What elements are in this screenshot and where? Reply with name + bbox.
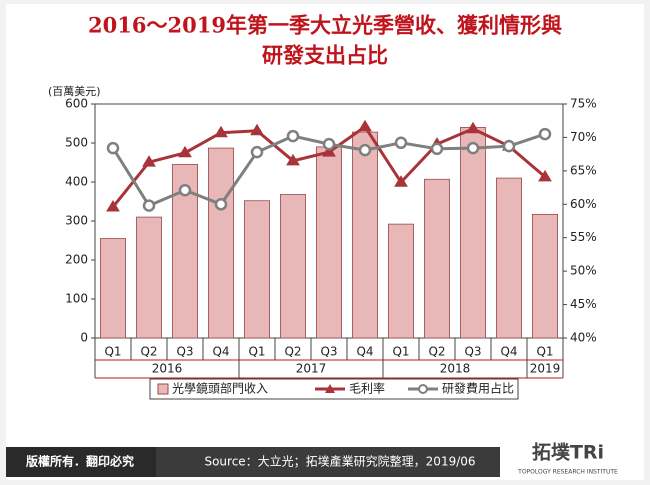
- bar: [532, 213, 559, 339]
- line-marker: [106, 141, 120, 155]
- line-marker: [106, 199, 120, 212]
- x-tick-label: Q1: [248, 345, 265, 359]
- line-marker: [250, 123, 264, 136]
- x-tick-label: Q3: [464, 345, 481, 359]
- bar: [279, 194, 306, 339]
- y-axis-label: (百萬美元): [48, 85, 101, 98]
- bar: [387, 223, 414, 339]
- y-tick-label: 400: [65, 175, 88, 189]
- bar: [135, 216, 162, 339]
- y2-tick-label: 50%: [570, 264, 597, 278]
- line-marker: [178, 183, 192, 197]
- legend-marker: [418, 384, 428, 394]
- line-marker: [214, 125, 228, 138]
- line-marker: [142, 155, 156, 167]
- x-tick-label: Q3: [176, 345, 193, 359]
- x-tick-label: Q2: [428, 345, 445, 359]
- footer-source: Source：大立光；拓墣產業研究院整理，2019/06: [204, 454, 475, 469]
- line-marker: [250, 145, 264, 159]
- logo: 拓墣TRi: [532, 441, 604, 464]
- y2-tick-label: 40%: [570, 331, 597, 345]
- x-tick-label: Q4: [500, 345, 517, 359]
- line-marker: [502, 139, 516, 153]
- logo-sub: TOPOLOGY RESEARCH INSTITUTE: [517, 469, 618, 476]
- bar: [495, 177, 522, 339]
- line-marker: [358, 143, 372, 157]
- line-marker: [430, 142, 444, 156]
- legend-label: 毛利率: [349, 381, 385, 396]
- year-label: 2016: [152, 362, 183, 376]
- bar: [351, 131, 378, 339]
- x-tick-label: Q2: [284, 345, 301, 359]
- y-tick-label: 500: [65, 136, 88, 150]
- line-marker: [466, 121, 480, 134]
- line-marker: [538, 169, 552, 182]
- y2-tick-label: 75%: [570, 97, 597, 111]
- line-marker: [358, 119, 372, 132]
- x-tick-label: Q3: [320, 345, 337, 359]
- footer-left: [6, 447, 156, 477]
- year-label: 2017: [296, 362, 327, 376]
- y2-tick-label: 45%: [570, 297, 597, 311]
- legend-label: 光學鏡頭部門收入: [172, 381, 268, 396]
- line-marker: [466, 141, 480, 155]
- bar: [315, 146, 342, 339]
- x-tick-label: Q1: [392, 345, 409, 359]
- line-marker: [538, 127, 552, 141]
- line-marker: [286, 129, 300, 143]
- legend-swatch: [157, 383, 169, 395]
- bar: [100, 238, 127, 339]
- y-tick-label: 600: [65, 97, 88, 111]
- x-tick-label: Q4: [212, 345, 229, 359]
- y-tick-label: 300: [65, 214, 88, 228]
- y2-tick-label: 55%: [570, 230, 597, 244]
- x-tick-label: Q2: [140, 345, 157, 359]
- bar: [459, 127, 486, 339]
- x-tick-label: Q1: [104, 345, 121, 359]
- line-marker: [394, 175, 408, 187]
- line-marker: [286, 153, 300, 166]
- y2-tick-label: 65%: [570, 163, 597, 177]
- bar: [243, 200, 270, 339]
- line-marker: [142, 199, 156, 212]
- line-marker: [214, 198, 228, 211]
- y-tick-label: 200: [65, 253, 88, 267]
- legend-label: 研發費用占比: [442, 381, 514, 396]
- line-marker: [322, 137, 336, 151]
- y2-tick-label: 60%: [570, 197, 597, 211]
- footer-rights: 版權所有．翻印必究: [26, 454, 134, 469]
- line-marker: [322, 145, 336, 157]
- x-tick-label: Q1: [536, 345, 553, 359]
- line-marker: [178, 145, 192, 158]
- y2-tick-label: 70%: [570, 130, 597, 144]
- bar: [423, 178, 450, 339]
- y-tick-label: 0: [80, 331, 88, 345]
- year-label: 2019: [530, 362, 561, 376]
- chart-title: 研發支出占比: [262, 43, 388, 68]
- line-marker: [394, 136, 408, 150]
- chart-title: 2016～2019年第一季大立光季營收、獲利情形與: [88, 13, 562, 38]
- legend-marker: [325, 384, 335, 393]
- y-tick-label: 100: [65, 292, 88, 306]
- year-label: 2018: [440, 362, 471, 376]
- bar: [207, 147, 234, 339]
- x-tick-label: Q4: [356, 345, 373, 359]
- logo-bg: [500, 440, 640, 480]
